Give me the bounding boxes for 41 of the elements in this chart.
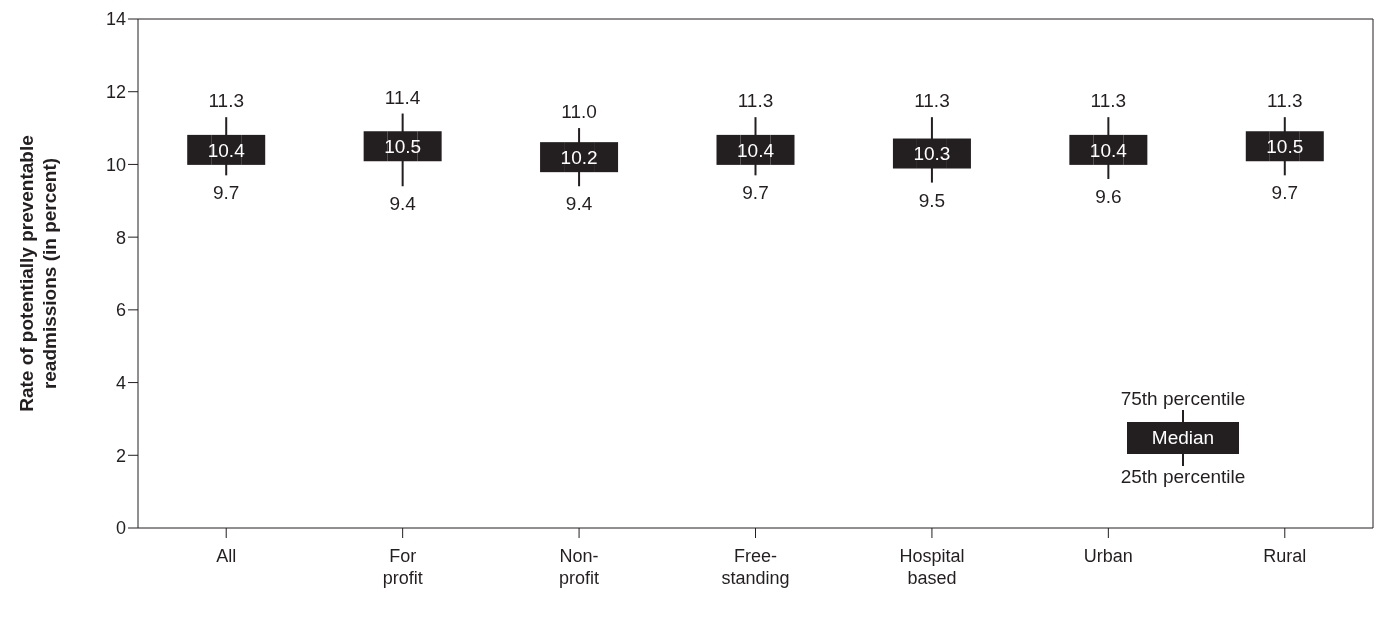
data-label: 10.5: [384, 135, 422, 157]
y-tick-label: 6: [115, 300, 126, 321]
data-label: 10.4: [1089, 139, 1128, 161]
data-label: 10.3: [913, 143, 951, 165]
data-label: 10.4: [207, 139, 246, 161]
annotation: 11.0: [561, 101, 597, 123]
x-tick-label: Urban: [1083, 546, 1133, 566]
data-label: 10.5: [1266, 135, 1304, 157]
annotation: 25th percentile: [1119, 466, 1247, 488]
annotation: 9.7: [742, 182, 769, 204]
annotation: Median: [1127, 422, 1239, 454]
annotation: 9.4: [389, 193, 417, 215]
annotation: 9.5: [918, 189, 946, 211]
x-tick-label: For profit: [382, 546, 423, 588]
annotation: 9.7: [1271, 182, 1298, 204]
y-tick-label: 14: [105, 9, 126, 30]
y-tick-label: 4: [115, 372, 126, 393]
x-tick-label: Free-standing: [721, 546, 790, 588]
x-tick-label: Non-profit: [559, 546, 600, 588]
annotation: 9.4: [565, 193, 593, 215]
annotation: 9.6: [1095, 185, 1122, 207]
y-axis-title: Rate of potentially preventable readmissions (in percent): [16, 135, 60, 412]
annotation: 75th percentile: [1119, 388, 1247, 410]
y-tick-label: 2: [115, 445, 126, 466]
y-tick-label: 8: [115, 227, 126, 248]
y-tick-label: 12: [105, 82, 126, 103]
y-tick-label: 10: [105, 154, 126, 175]
annotation: 11.3: [208, 90, 244, 112]
annotation: 9.7: [213, 182, 240, 204]
annotation: 11.4: [384, 86, 421, 108]
x-tick-label: Rural: [1263, 546, 1307, 566]
data-label: 10.4: [737, 139, 775, 161]
annotation: 11.3: [914, 90, 950, 112]
data-label: 10.2: [560, 146, 598, 168]
percentile-key: 75th percentile Median 25th percentile: [1108, 388, 1258, 488]
x-tick-label: Hospital based: [899, 546, 965, 588]
annotation: 11.3: [1090, 90, 1127, 112]
annotation: 11.3: [737, 90, 774, 112]
x-tick-label: All: [216, 546, 237, 566]
annotation: 11.3: [1267, 90, 1303, 112]
y-tick-label: 0: [115, 518, 126, 539]
